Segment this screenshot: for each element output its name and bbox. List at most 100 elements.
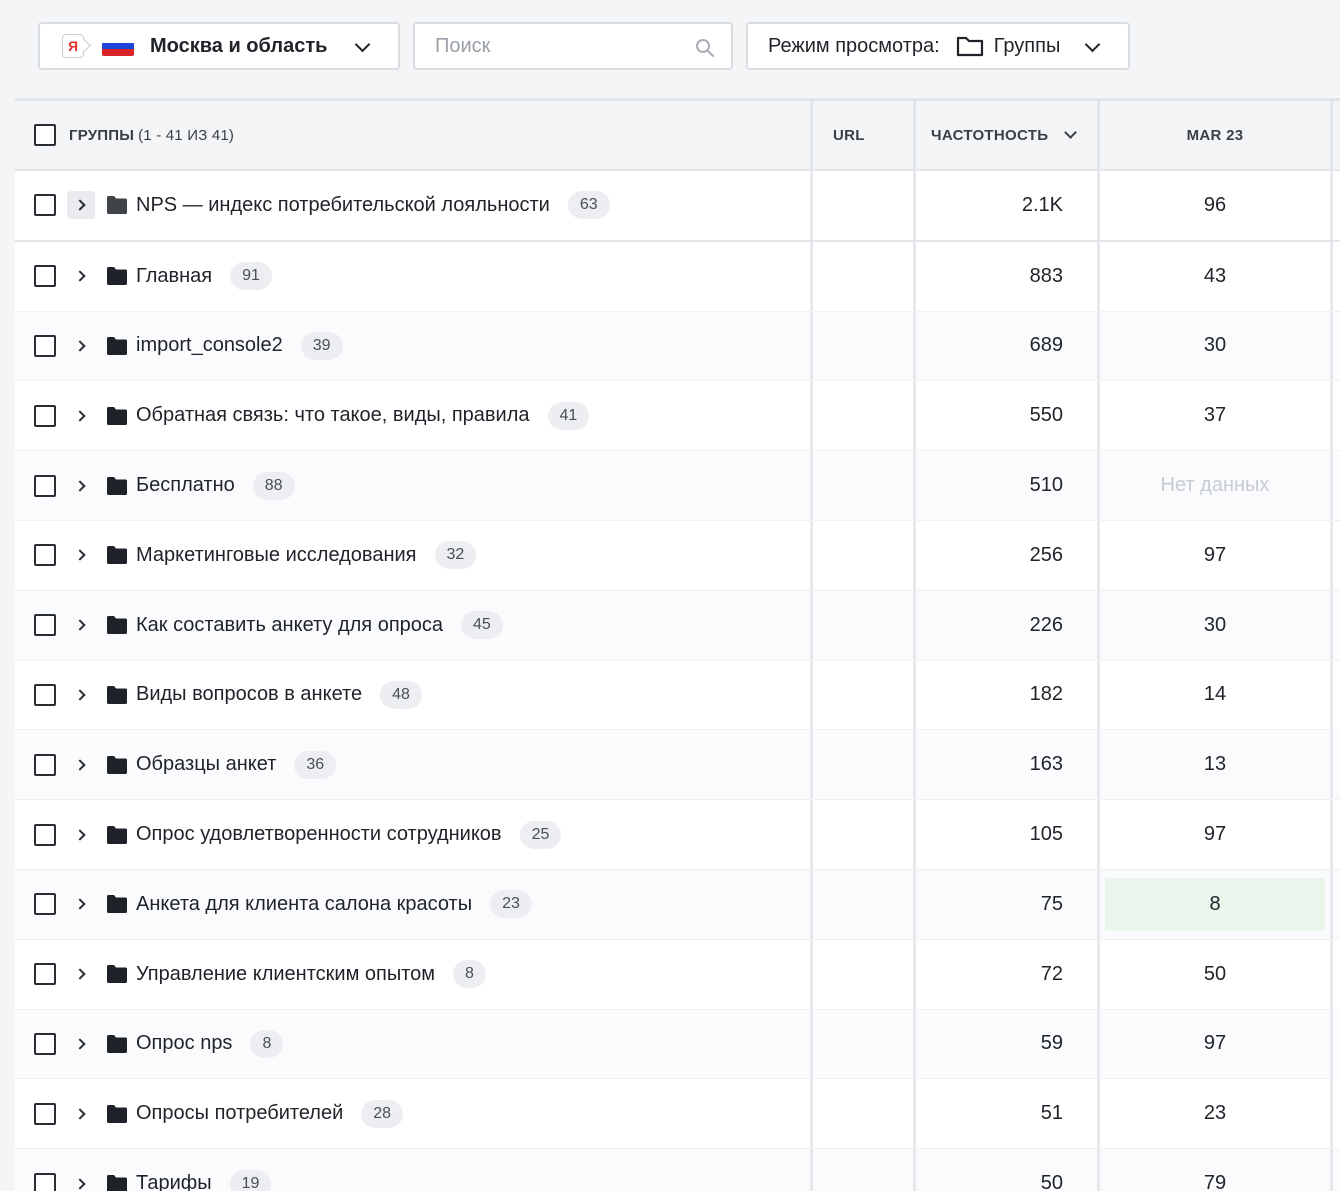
month-value: 97 xyxy=(1203,543,1227,566)
frequency-column-header[interactable]: ЧАСТОТНОСТЬ xyxy=(931,101,1078,169)
expand-chevron-icon[interactable] xyxy=(67,960,95,988)
row-checkbox[interactable] xyxy=(34,474,56,497)
groups-table: ГРУППЫ (1 - 41 ИЗ 41) URL ЧАСТОТНОСТЬ MA… xyxy=(15,98,1340,1191)
groups-label: ГРУППЫ xyxy=(69,126,135,144)
group-name[interactable]: Бесплатно 88 xyxy=(136,451,295,520)
select-all-checkbox[interactable] xyxy=(34,124,56,146)
month-value: 97 xyxy=(1203,823,1227,846)
month-value: 14 xyxy=(1203,683,1227,706)
group-name-label: Опросы потребителей xyxy=(136,1102,344,1125)
table-row[interactable]: NPS — индекс потребительской лояльности 6… xyxy=(15,171,1340,242)
expand-chevron-icon[interactable] xyxy=(67,541,95,569)
row-checkbox[interactable] xyxy=(34,194,56,217)
table-row[interactable]: Образцы анкет 36 163 13 xyxy=(15,730,1340,801)
expand-chevron-icon[interactable] xyxy=(67,262,95,290)
column-resize-handle[interactable] xyxy=(913,101,916,169)
expand-chevron-icon[interactable] xyxy=(67,472,95,500)
column-resize-handle[interactable] xyxy=(810,101,813,169)
group-name[interactable]: Тарифы 19 xyxy=(136,1149,272,1191)
row-checkbox[interactable] xyxy=(34,265,56,288)
column-divider xyxy=(1097,381,1100,451)
group-name-label: Обратная связь: что такое, виды, правила xyxy=(136,404,530,427)
group-name[interactable]: import_console2 39 xyxy=(136,312,343,381)
expand-chevron-icon[interactable] xyxy=(67,1100,95,1128)
expand-chevron-icon[interactable] xyxy=(67,332,95,360)
folder-icon xyxy=(107,755,127,774)
table-row[interactable]: Тарифы 19 50 79 xyxy=(15,1149,1340,1191)
group-name[interactable]: Опрос удовлетворенности сотрудников 25 xyxy=(136,800,562,869)
row-checkbox[interactable] xyxy=(34,544,56,567)
search-box[interactable] xyxy=(413,22,733,70)
month-value: 30 xyxy=(1203,334,1227,357)
group-name[interactable]: Главная 91 xyxy=(136,242,272,311)
group-name[interactable]: Управление клиентским опытом 8 xyxy=(136,940,486,1009)
search-icon[interactable] xyxy=(695,38,715,58)
table-row[interactable]: Главная 91 883 43 xyxy=(15,241,1340,312)
frequency-value: 256 xyxy=(1029,543,1063,566)
row-checkbox[interactable] xyxy=(34,823,56,846)
group-name[interactable]: Обратная связь: что такое, виды, правила… xyxy=(136,381,590,450)
table-row[interactable]: Анкета для клиента салона красоты 23 75 8 xyxy=(15,869,1340,940)
expand-chevron-icon[interactable] xyxy=(67,821,95,849)
row-checkbox[interactable] xyxy=(34,404,56,427)
groups-count: (1 - 41 ИЗ 41) xyxy=(138,126,235,144)
column-divider xyxy=(810,171,813,240)
table-row[interactable]: Опрос удовлетворенности сотрудников 25 105… xyxy=(15,800,1340,870)
column-divider xyxy=(1097,311,1100,381)
row-checkbox[interactable] xyxy=(34,614,56,637)
table-row[interactable]: Управление клиентским опытом 8 72 50 xyxy=(15,939,1340,1010)
keyword-count-badge: 91 xyxy=(230,262,272,291)
group-name[interactable]: Как составить анкету для опроса 45 xyxy=(136,591,503,660)
month-value: 30 xyxy=(1203,613,1227,636)
expand-chevron-icon[interactable] xyxy=(67,191,95,220)
column-resize-handle[interactable] xyxy=(1330,101,1333,169)
search-input[interactable] xyxy=(433,33,687,59)
table-row[interactable]: Опросы потребителей 28 51 23 xyxy=(15,1079,1340,1150)
expand-chevron-icon[interactable] xyxy=(67,611,95,639)
row-checkbox[interactable] xyxy=(34,893,56,916)
row-checkbox[interactable] xyxy=(34,1102,56,1125)
row-checkbox[interactable] xyxy=(34,1172,56,1191)
folder-icon xyxy=(107,685,127,704)
group-name-label: NPS — индекс потребительской лояльности xyxy=(136,193,550,216)
group-name[interactable]: Образцы анкет 36 xyxy=(136,730,337,799)
frequency-value: 2.1K xyxy=(1021,193,1063,216)
month-column-header[interactable]: MAR 23 xyxy=(1186,126,1244,144)
row-checkbox[interactable] xyxy=(34,963,56,986)
table-row[interactable]: Виды вопросов в анкете 48 182 14 xyxy=(15,660,1340,731)
row-checkbox[interactable] xyxy=(34,334,56,357)
month-value: 97 xyxy=(1203,1032,1227,1055)
group-name[interactable]: Анкета для клиента салона красоты 23 xyxy=(136,870,532,939)
table-row[interactable]: Как составить анкету для опроса 45 226 30 xyxy=(15,590,1340,661)
expand-chevron-icon[interactable] xyxy=(67,890,95,918)
row-checkbox[interactable] xyxy=(34,683,56,706)
table-row[interactable]: Бесплатно 88 510 Нет данных xyxy=(15,451,1340,521)
expand-chevron-icon[interactable] xyxy=(67,751,95,779)
view-mode-selector[interactable]: Режим просмотра: Группы xyxy=(746,22,1130,70)
group-name[interactable]: Маркетинговые исследования 32 xyxy=(136,521,477,590)
expand-chevron-icon[interactable] xyxy=(67,1030,95,1058)
month-value: 23 xyxy=(1203,1102,1227,1125)
table-row[interactable]: Обратная связь: что такое, виды, правила… xyxy=(15,381,1340,452)
group-name[interactable]: Виды вопросов в анкете 48 xyxy=(136,661,422,730)
folder-icon xyxy=(107,825,127,844)
column-resize-handle[interactable] xyxy=(1097,101,1100,169)
group-name-label: Виды вопросов в анкете xyxy=(136,683,363,706)
group-name[interactable]: Опрос nps 8 xyxy=(136,1010,284,1079)
table-row[interactable]: Маркетинговые исследования 32 256 97 xyxy=(15,520,1340,591)
region-selector[interactable]: Я Москва и область xyxy=(38,22,400,70)
expand-chevron-icon[interactable] xyxy=(67,681,95,709)
group-name[interactable]: Опросы потребителей 28 xyxy=(136,1079,404,1148)
url-column-header[interactable]: URL xyxy=(833,126,865,144)
sort-chevron-icon[interactable] xyxy=(1064,126,1078,139)
column-divider xyxy=(913,1009,916,1079)
table-row[interactable]: import_console2 39 689 30 xyxy=(15,311,1340,382)
row-checkbox[interactable] xyxy=(34,1032,56,1055)
table-row[interactable]: Опрос nps 8 59 97 xyxy=(15,1009,1340,1080)
expand-chevron-icon[interactable] xyxy=(67,402,95,430)
group-name[interactable]: NPS — индекс потребительской лояльности 6… xyxy=(136,171,610,240)
row-checkbox[interactable] xyxy=(34,753,56,776)
group-name-label: Анкета для клиента салона красоты xyxy=(136,892,473,915)
keyword-count-badge: 39 xyxy=(300,331,343,360)
month-value: Нет данных xyxy=(1160,474,1270,497)
